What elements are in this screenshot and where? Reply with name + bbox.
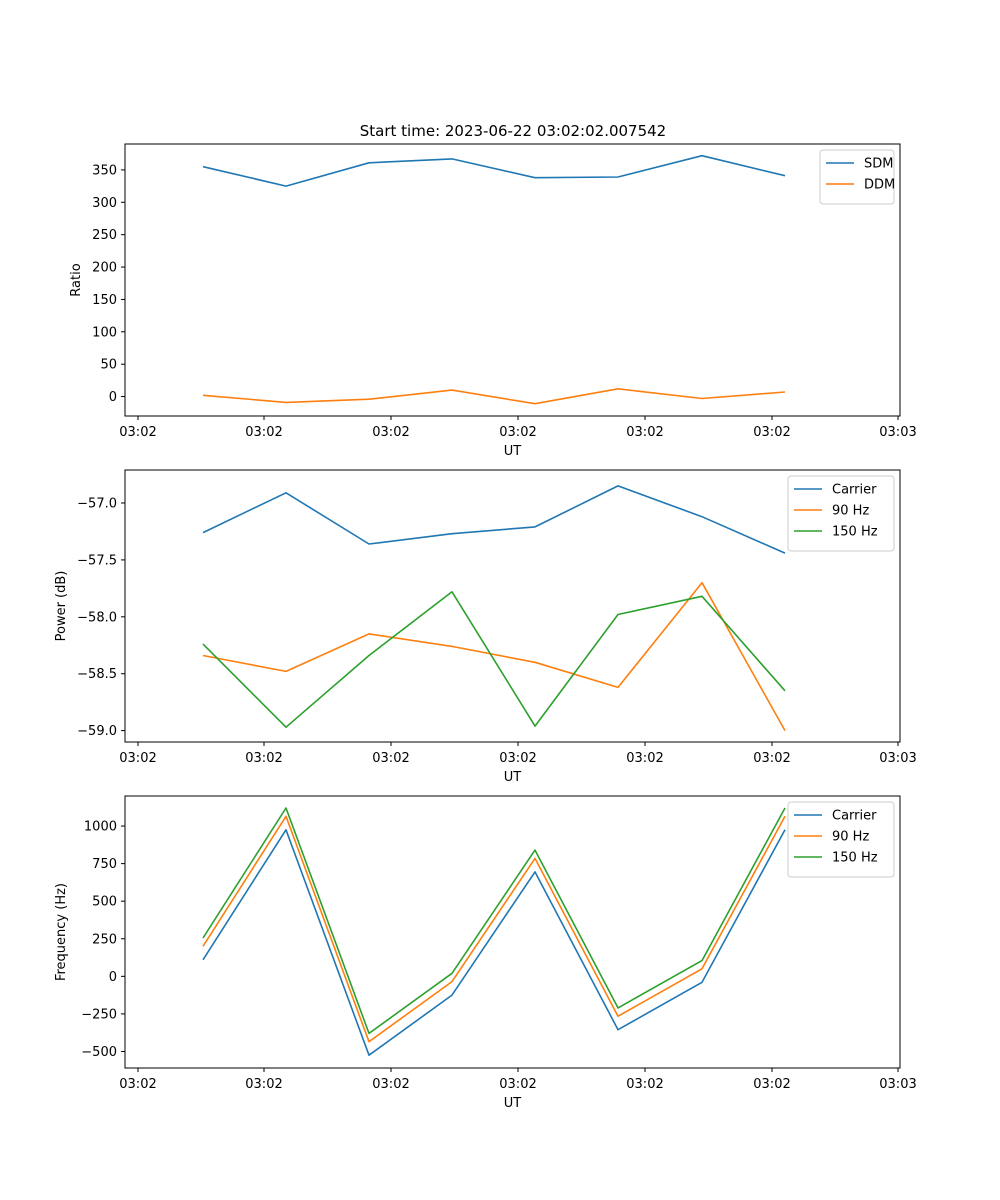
y-tick-label: 150 [92,293,117,308]
chart-panel-2: 03:02 03:02 03:02 03:02 03:02 03:02 03:03 −57.0… [54,469,917,785]
figure-title: Start time: 2023-06-22 03:02:02.007542 [360,122,666,140]
x-tick-label: 03:02 [626,1077,663,1092]
legend-label: Carrier [832,483,877,498]
legend-label: SDM [864,157,893,172]
x-tick-label: 03:02 [499,1077,536,1092]
y-tick-label: 350 [92,163,117,178]
x-tick-label: 03:02 [119,751,156,766]
x-axis-label: UT [504,444,522,459]
legend-label: 150 Hz [832,851,878,866]
legend-label: Carrier [832,809,877,824]
legend-label: 150 Hz [832,525,878,540]
x-tick-label: 03:02 [499,751,536,766]
y-axis-label: Power (dB) [54,571,69,642]
x-tick-label: 03:02 [245,425,282,440]
legend: SDM DDM [819,149,895,205]
y-tick-label: −57.0 [77,497,117,512]
panels: 03:02 03:02 03:02 03:02 03:02 03:02 03:03 0 50 10… [54,143,917,1111]
series-line-150-hz [202,590,786,729]
x-tick-label: 03:02 [753,425,790,440]
x-tick-label: 03:03 [879,751,916,766]
y-tick-label: −58.5 [77,667,117,682]
x-tick-label: 03:02 [245,1077,282,1092]
legend-frame [787,801,895,878]
chart-panel-1: 03:02 03:02 03:02 03:02 03:02 03:02 03:03 0 50 10… [69,143,917,459]
x-tick-label: 03:02 [626,751,663,766]
x-tick-label: 03:02 [119,425,156,440]
legend: Carrier 90 Hz 150 Hz [787,801,895,878]
y-tick-label: 0 [109,390,117,405]
y-tick-label: −250 [81,1007,117,1022]
axes-frame [124,469,901,743]
series-line-carrier [202,485,786,554]
y-axis-label: Frequency (Hz) [54,883,69,981]
x-tick-label: 03:02 [245,751,282,766]
legend-label: DDM [864,178,895,193]
y-tick-label: 200 [92,261,117,276]
x-tick-label: 03:02 [753,751,790,766]
y-tick-label: 100 [92,325,117,340]
axes-frame [124,795,901,1069]
legend-label: 90 Hz [832,504,869,519]
series-line-ddm [202,387,786,405]
y-tick-label: −500 [81,1045,117,1060]
y-tick-label: 1000 [84,820,117,835]
x-tick-label: 03:02 [753,1077,790,1092]
x-tick-label: 03:02 [626,425,663,440]
x-tick-label: 03:02 [372,751,409,766]
y-tick-label: 750 [92,857,117,872]
y-tick-label: 0 [109,970,117,985]
x-axis-label: UT [504,770,522,785]
x-tick-label: 03:03 [879,1077,916,1092]
y-tick-label: −59.0 [77,724,117,739]
y-tick-label: 250 [92,932,117,947]
x-tick-label: 03:02 [372,1077,409,1092]
y-tick-label: −57.5 [77,553,117,568]
y-tick-label: 300 [92,196,117,211]
y-tick-label: 50 [100,358,117,373]
x-tick-label: 03:02 [372,425,409,440]
x-tick-label: 03:02 [119,1077,156,1092]
x-axis-label: UT [504,1096,522,1111]
y-tick-label: 250 [92,228,117,243]
legend: Carrier 90 Hz 150 Hz [787,475,895,552]
series-line-carrier [202,828,786,1056]
y-tick-label: 500 [92,895,117,910]
series-line-150-hz [202,807,786,1035]
x-tick-label: 03:03 [879,425,916,440]
legend-label: 90 Hz [832,830,869,845]
series-line-90-hz [202,815,786,1043]
y-tick-label: −58.0 [77,610,117,625]
y-axis-label: Ratio [69,263,84,296]
chart-panel-3: 03:02 03:02 03:02 03:02 03:02 03:02 03:03 −500 −… [54,795,917,1111]
axes-frame [124,143,901,417]
legend-frame [787,475,895,552]
x-tick-label: 03:02 [499,425,536,440]
series-line-sdm [202,154,786,187]
